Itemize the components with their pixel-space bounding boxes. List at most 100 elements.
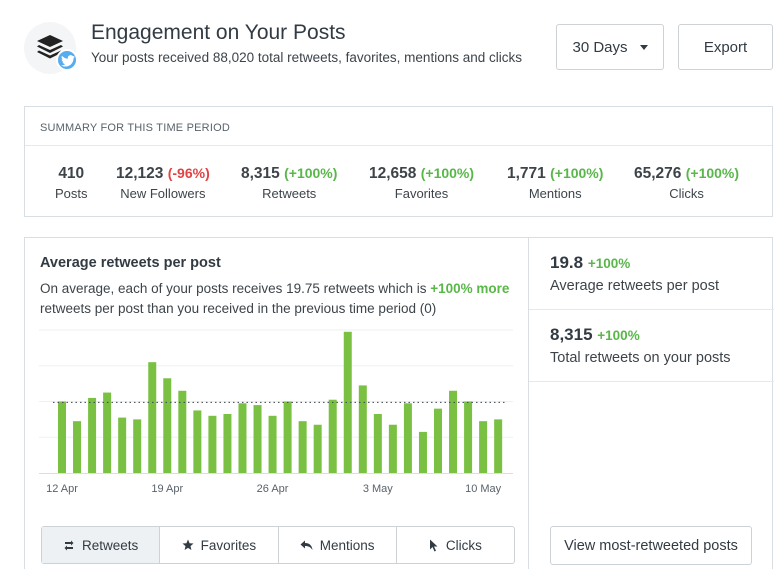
metrics-sidebar: 19.8 +100% Average retweets per post 8,3… — [529, 238, 774, 569]
page-title: Engagement on Your Posts — [91, 21, 346, 44]
tab-label: Clicks — [445, 537, 482, 553]
tab-label: Retweets — [81, 537, 139, 553]
chart-bar — [388, 424, 397, 473]
chart-bar — [238, 403, 247, 473]
retweet-icon — [63, 540, 75, 551]
chart-bar — [193, 410, 202, 473]
stat-retweets: 8,315 (+100%) Retweets — [241, 165, 337, 201]
star-icon — [182, 539, 194, 551]
chart-bar — [358, 385, 367, 473]
chart-bar — [118, 417, 127, 473]
tab-favorites[interactable]: Favorites — [160, 527, 279, 563]
date-range-dropdown[interactable]: 30 Days — [556, 24, 664, 70]
metric-value: 19.8 — [550, 253, 584, 272]
stat-label: Posts — [55, 186, 88, 201]
metric-label: Average retweets per post — [550, 278, 719, 294]
stat-value: 410 — [58, 165, 85, 182]
metric-label: Total retweets on your posts — [550, 350, 731, 366]
stat-value: 65,276 — [634, 165, 682, 182]
stat-label: Retweets — [262, 186, 317, 201]
twitter-icon — [56, 49, 78, 71]
chart-bar — [373, 414, 382, 473]
stat-delta: (+100%) — [685, 165, 740, 181]
x-tick-label: 12 Apr — [46, 483, 78, 495]
chart-bar — [479, 421, 488, 473]
stat-value: 12,658 — [369, 165, 417, 182]
stat-posts: 410 Posts — [55, 165, 88, 201]
metric-value: 8,315 — [550, 325, 593, 344]
chart-bar — [133, 419, 142, 473]
cursor-icon — [429, 539, 439, 552]
stat-value: 1,771 — [507, 165, 546, 182]
stat-label: Clicks — [669, 186, 704, 201]
chart-bar — [268, 415, 277, 473]
x-tick-label: 19 Apr — [151, 483, 183, 495]
x-tick-label: 10 May — [465, 483, 502, 495]
chart-description: On average, each of your posts receives … — [40, 279, 510, 319]
caret-down-icon — [639, 44, 648, 50]
chart-bar — [73, 421, 82, 473]
divider — [529, 381, 774, 382]
chart-bar — [494, 419, 503, 473]
description-text: On average, each of your posts receives … — [40, 281, 431, 296]
page-header: Engagement on Your Posts Your posts rece… — [0, 0, 778, 92]
buffer-stack-icon — [37, 35, 63, 59]
chart-bar — [328, 399, 337, 473]
buffer-logo — [24, 22, 76, 74]
chart-bar — [298, 421, 307, 473]
chart-bar — [103, 392, 112, 473]
metric-average: 19.8 +100% Average retweets per post — [529, 253, 774, 294]
chart-section: Average retweets per post On average, ea… — [25, 238, 529, 569]
date-range-label: 30 Days — [572, 38, 628, 56]
x-tick-label: 3 May — [363, 483, 393, 495]
chart-bar — [148, 362, 157, 473]
chart-bar — [88, 397, 97, 473]
chart-bar — [223, 414, 232, 473]
chart-bar — [208, 415, 217, 473]
metric-total: 8,315 +100% Total retweets on your posts — [529, 325, 774, 366]
tab-label: Favorites — [200, 537, 257, 553]
stat-favorites: 12,658 (+100%) Favorites — [369, 165, 474, 201]
tab-clicks[interactable]: Clicks — [397, 527, 514, 563]
divider — [529, 309, 774, 310]
stat-delta: (+100%) — [550, 165, 604, 181]
chart-bar — [418, 431, 427, 473]
description-highlight: +100% more — [430, 281, 510, 296]
stat-label: Favorites — [394, 186, 449, 201]
metric-delta: +100% — [597, 328, 640, 343]
stat-value: 12,123 — [116, 165, 164, 182]
tab-retweets[interactable]: Retweets — [42, 527, 161, 563]
summary-panel: SUMMARY FOR THIS TIME PERIOD 410 Posts 1… — [24, 106, 773, 217]
summary-heading: SUMMARY FOR THIS TIME PERIOD — [40, 122, 230, 134]
metric-delta: +100% — [587, 256, 631, 271]
chart-title: Average retweets per post — [40, 255, 221, 271]
stat-value: 8,315 — [241, 165, 280, 182]
reply-icon — [300, 540, 313, 551]
chart-bar — [58, 401, 66, 473]
chart-bar — [253, 405, 262, 473]
chart-bar — [343, 331, 352, 473]
stat-delta: (+100%) — [284, 165, 338, 181]
chart-bar — [434, 408, 442, 473]
chart-bar — [449, 390, 458, 473]
stat-delta: (+100%) — [420, 165, 475, 181]
view-most-retweeted-button[interactable]: View most-retweeted posts — [550, 526, 752, 565]
chart-bar — [163, 378, 172, 473]
metric-tabs: Retweets Favorites Mentions Clicks — [41, 526, 515, 564]
chart-bar — [464, 401, 473, 473]
chart-bar — [403, 403, 412, 473]
stat-new-followers: 12,123 (-96%) New Followers — [116, 165, 210, 201]
description-text-end: retweets per post than you received in t… — [40, 301, 437, 316]
tab-mentions[interactable]: Mentions — [279, 527, 397, 563]
stat-mentions: 1,771 (+100%) Mentions — [507, 165, 603, 201]
stat-label: Mentions — [528, 186, 582, 201]
chart-bar — [178, 390, 187, 473]
chart-bar — [313, 424, 322, 473]
stat-delta: (-96%) — [167, 165, 210, 181]
tab-label: Mentions — [319, 537, 375, 553]
stat-label: New Followers — [120, 186, 206, 201]
export-button[interactable]: Export — [678, 24, 773, 70]
retweets-panel: Average retweets per post On average, ea… — [24, 237, 774, 569]
retweets-bar-chart: 12 Apr 19 Apr 26 Apr 3 May 10 May — [39, 329, 513, 495]
divider — [25, 145, 772, 146]
